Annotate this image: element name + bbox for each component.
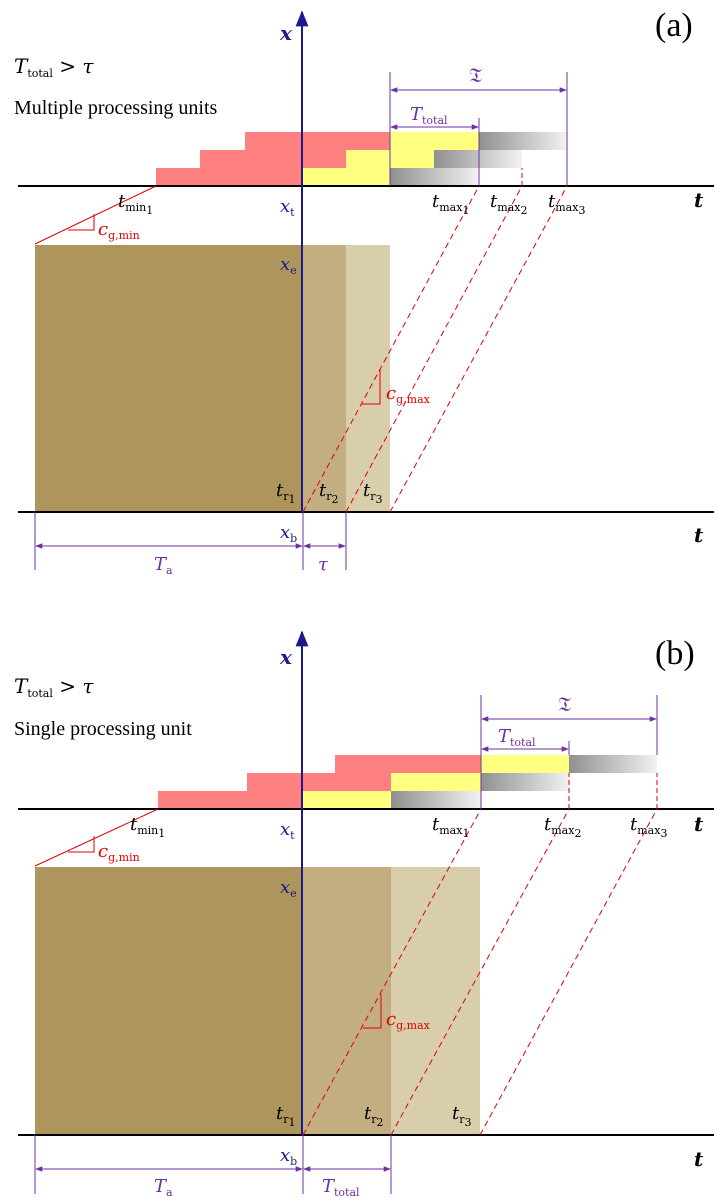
tau-block-1-a [303,245,346,512]
xt-label-a: xt [280,196,295,219]
panel-a: (a) Ttotal > τ Multiple processing units… [14,7,714,577]
gray-bar-2-a [434,150,522,168]
ta-block-b [35,867,303,1135]
cg-max-line-3-b [479,808,658,1136]
yellow-bar-2-b [391,773,481,791]
ttotal-bottom-label-b: Ttotal [322,1176,360,1199]
ta-block-a [35,245,303,512]
x-axis-label-b: x [279,645,293,669]
xb-label-b: xb [280,1145,297,1168]
t-axis-label-bottom-a: t [694,523,704,547]
cg-min-line-a [34,185,157,245]
cg-max-triangle-a [362,370,381,405]
panel-label-a: (a) [655,7,693,44]
tmax3-label-b: tmax3 [630,814,667,840]
cg-max-line-1-a [302,185,480,513]
xe-label-b: xe [280,877,297,900]
yellow-bar-1-a [303,168,390,186]
cg-max-line-3-a [389,185,568,513]
ttotal-label-b: Ttotal [498,726,536,749]
tr2-label-b: tr2 [364,1103,384,1129]
cg-max-label-b: cg,max [386,1009,431,1032]
tmax2-label-a: tmax2 [490,191,527,217]
cg-min-triangle-b [68,836,95,853]
cg-min-label-b: cg,min [98,841,140,864]
gray-bar-2-b [481,773,569,791]
tmax3-label-a: tmax3 [548,191,585,217]
tau-label-a: τ [318,554,329,575]
x-axis-label-a: x [279,21,293,45]
cg-max-line-1-b [302,808,482,1136]
yellow-bar-3-a [390,132,479,150]
red-bar-1-a [156,168,303,186]
tmax1-label-b: tmax1 [432,814,469,840]
description-b: Single processing unit [14,718,192,740]
t-axis-label-bottom-b: t [694,1147,704,1171]
ta-label-a: Ta [154,554,173,577]
yellow-bar-3-b [481,755,569,773]
cg-max-line-2-b [390,808,570,1136]
frak-label-a: 𝔗 [469,63,483,87]
red-bar-2-b [247,773,391,791]
tmax1-label-a: tmax1 [432,191,469,217]
tr3-label-b: tr3 [452,1103,472,1129]
gray-bar-3-a [479,132,567,150]
ttotal-block-b [303,867,391,1135]
gray-bar-1-a [390,168,479,186]
panel-b: (b) Ttotal > τ Single processing unit x … [14,630,714,1199]
tr1-label-b: tr1 [276,1103,296,1129]
gray-bar-3-b [569,755,657,773]
yellow-bar-1-b [303,791,391,809]
gray-bar-1-b [391,791,481,809]
cg-max-line-2-a [345,185,523,513]
xb-label-a: xb [280,522,297,545]
condition-b: Ttotal > τ [14,674,94,700]
tr1-label-a: tr1 [276,480,296,506]
frak-label-b: 𝔗 [558,692,572,716]
cg-max-triangle-b [363,994,382,1029]
tail-block-b [391,867,480,1135]
t-axis-label-top-b: t [694,812,704,836]
t-axis-label-top-a: t [694,188,704,212]
cg-max-label-a: cg,max [386,383,431,406]
tr3-label-a: tr3 [363,480,383,506]
panel-label-b: (b) [655,635,695,672]
ttotal-label-a: Ttotal [410,104,448,127]
condition-a: Ttotal > τ [14,54,94,80]
tmin1-label-a: tmin1 [118,191,153,217]
tau-block-2-a [346,245,390,512]
xt-label-b: xt [280,819,295,842]
cg-min-triangle-a [68,214,95,231]
tmin1-label-b: tmin1 [130,814,165,840]
description-a: Multiple processing units [14,97,218,119]
cg-min-line-b [34,808,159,867]
red-bar-2-a [200,150,346,168]
ta-label-b: Ta [154,1176,173,1199]
cg-min-label-a: cg,min [98,219,140,242]
red-bar-1-b [158,791,303,809]
red-bar-3-a [245,132,390,150]
xe-label-a: xe [280,254,297,277]
tr2-label-a: tr2 [319,480,339,506]
red-bar-3-b [335,755,481,773]
tmax2-label-b: tmax2 [544,814,581,840]
